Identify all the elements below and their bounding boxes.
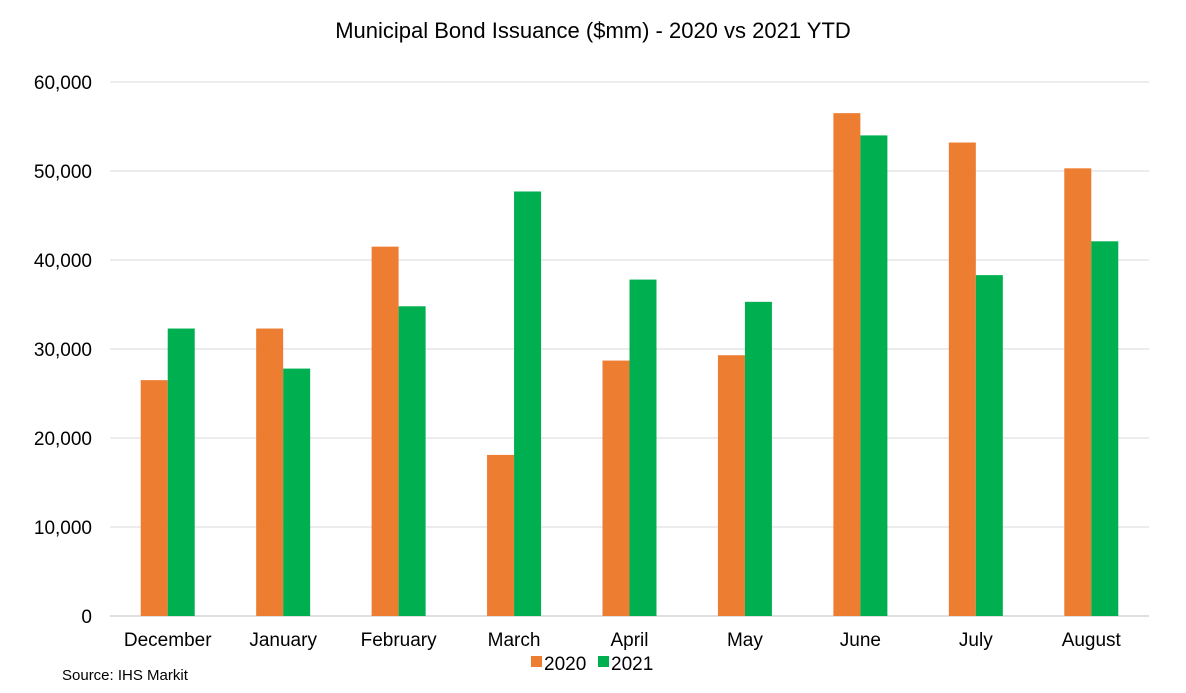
x-tick-label: February <box>361 630 438 651</box>
legend-swatch-2020 <box>531 656 542 667</box>
bar-2020-august <box>1064 168 1092 616</box>
bar-2020-july <box>948 142 976 616</box>
legend-label-2020: 2020 <box>544 654 586 675</box>
x-tick-label: July <box>959 630 993 651</box>
bars <box>140 113 1119 617</box>
bar-2020-january <box>256 328 284 616</box>
y-tick-label: 40,000 <box>34 251 92 272</box>
y-axis-ticks: 0 10,000 20,000 30,000 40,000 50,000 60,000 <box>34 73 92 628</box>
bar-2020-february <box>371 246 399 616</box>
bar-2021-may <box>744 301 772 616</box>
y-tick-label: 60,000 <box>34 73 92 94</box>
bar-2021-july <box>975 275 1003 616</box>
bar-2020-april <box>602 360 630 616</box>
bar-2020-may <box>717 355 745 616</box>
legend-swatch-2021 <box>598 656 609 667</box>
bar-2021-august <box>1091 241 1119 616</box>
x-tick-label: December <box>124 630 212 651</box>
bar-2020-june <box>833 113 861 617</box>
legend-label-2021: 2021 <box>611 654 653 675</box>
x-tick-label: June <box>840 630 881 651</box>
y-tick-label: 50,000 <box>34 162 92 183</box>
y-tick-label: 20,000 <box>34 429 92 450</box>
bar-2021-june <box>860 135 888 616</box>
x-tick-label: January <box>249 630 317 651</box>
y-tick-label: 0 <box>81 607 92 628</box>
source-note: Source: IHS Markit <box>62 667 188 684</box>
bar-2020-march <box>487 454 515 616</box>
y-tick-label: 30,000 <box>34 340 92 361</box>
bar-2021-march <box>514 191 542 616</box>
y-tick-label: 10,000 <box>34 518 92 539</box>
x-tick-label: March <box>488 630 541 651</box>
chart-title: Municipal Bond Issuance ($mm) - 2020 vs … <box>335 18 851 43</box>
bar-2021-december <box>167 328 195 616</box>
legend: 2020 2021 <box>531 654 653 675</box>
bar-2021-february <box>398 306 426 616</box>
bar-2020-december <box>140 380 168 616</box>
bar-2021-april <box>629 279 657 616</box>
x-tick-label: May <box>727 630 763 651</box>
x-tick-label: August <box>1062 630 1122 651</box>
x-axis-ticks: December January February March April May June… <box>124 630 1122 651</box>
x-tick-label: April <box>610 630 648 651</box>
bar-2021-january <box>283 368 311 616</box>
